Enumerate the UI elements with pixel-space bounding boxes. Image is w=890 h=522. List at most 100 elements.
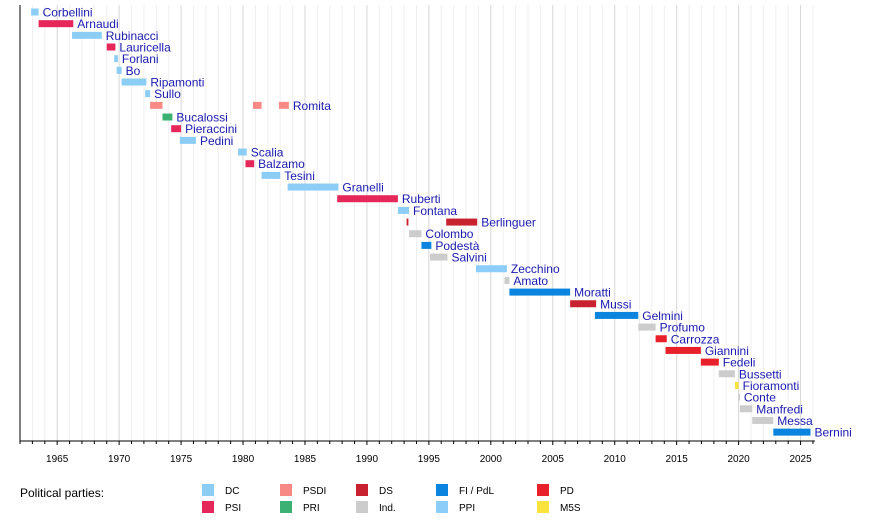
- term-bar: [509, 288, 571, 296]
- term-bar: [700, 358, 719, 366]
- legend-swatch: [537, 501, 549, 513]
- minister-label: Tesini: [284, 169, 315, 183]
- term-bar: [594, 311, 639, 319]
- x-tick-label: 1970: [108, 454, 131, 465]
- minister-label: Gelmini: [642, 309, 683, 323]
- x-tick-label: 2025: [789, 454, 812, 465]
- term-bar: [278, 101, 289, 109]
- minister-label: Salvini: [451, 251, 486, 265]
- term-bar: [72, 31, 102, 39]
- term-bar: [106, 43, 116, 51]
- x-tick-label: 2015: [666, 454, 689, 465]
- minister-label: Manfredi: [756, 402, 803, 416]
- term-bar: [739, 405, 753, 413]
- legend-label: PSDI: [303, 486, 326, 497]
- x-tick-label: 2020: [727, 454, 750, 465]
- legend-swatch: [356, 501, 368, 513]
- term-bar: [150, 101, 163, 109]
- minister-label: Fedeli: [723, 356, 756, 370]
- term-bar: [31, 8, 39, 16]
- term-bar: [121, 78, 147, 86]
- legend-label: PPI: [459, 503, 475, 514]
- minister-label: Fioramonti: [743, 379, 800, 393]
- term-bar: [116, 66, 122, 74]
- term-bar: [475, 265, 507, 273]
- term-bars: [31, 8, 811, 436]
- minister-label: Granelli: [342, 181, 383, 195]
- term-bar: [179, 136, 196, 144]
- term-bar: [665, 346, 701, 354]
- minister-label: Bernini: [814, 426, 851, 440]
- term-bar: [655, 335, 667, 343]
- term-bar: [238, 148, 247, 156]
- term-bar: [38, 20, 74, 28]
- term-bar: [397, 206, 410, 214]
- minister-label: Zecchino: [511, 262, 560, 276]
- term-bar: [430, 253, 448, 261]
- term-bar: [570, 300, 597, 308]
- minister-label: Romita: [293, 99, 331, 113]
- term-bar: [406, 218, 409, 226]
- term-bar: [718, 370, 735, 378]
- minister-label: Ruberti: [402, 192, 441, 206]
- legend-label: PD: [560, 486, 574, 497]
- minister-label: Podestà: [435, 239, 479, 253]
- minister-label: Fontana: [413, 204, 457, 218]
- minister-label: Balzamo: [258, 157, 305, 171]
- x-tick-label: 1990: [356, 454, 379, 465]
- legend-swatch: [537, 484, 549, 496]
- minister-label: Carrozza: [671, 332, 720, 346]
- term-bar: [162, 113, 173, 121]
- x-tick-label: 2010: [604, 454, 627, 465]
- term-bar: [114, 55, 118, 63]
- minister-label: Bucalossi: [176, 111, 227, 125]
- term-bar: [734, 381, 739, 389]
- minister-label: Pedini: [200, 134, 233, 148]
- minister-label: Forlani: [122, 52, 159, 66]
- term-bar: [409, 230, 422, 238]
- term-bar: [738, 393, 741, 401]
- minister-label: Profumo: [660, 321, 706, 335]
- minister-label: Corbellini: [43, 6, 93, 20]
- minister-label: Sullo: [154, 87, 181, 101]
- term-bar: [773, 428, 811, 436]
- minister-label: Mussi: [600, 297, 631, 311]
- legend-swatch: [436, 484, 448, 496]
- minister-label: Rubinacci: [106, 29, 159, 43]
- term-bar: [752, 416, 774, 424]
- legend-label: DS: [379, 486, 393, 497]
- x-tick-label: 2005: [542, 454, 565, 465]
- minister-label: Conte: [744, 391, 776, 405]
- minister-label: Lauricella: [119, 41, 171, 55]
- minister-label: Colombo: [425, 227, 473, 241]
- minister-label: Bo: [126, 64, 141, 78]
- legend-label: DC: [225, 486, 239, 497]
- legend-label: FI / PdL: [459, 486, 494, 497]
- minister-label: Scalia: [251, 146, 284, 160]
- minister-label: Messa: [777, 414, 813, 428]
- minister-label: Amato: [513, 274, 548, 288]
- legend-title: Political parties:: [20, 486, 104, 500]
- gridlines: [19, 5, 814, 441]
- legend-label: PSI: [225, 503, 241, 514]
- legend-swatch: [356, 484, 368, 496]
- term-bar: [252, 101, 262, 109]
- term-bar: [337, 195, 398, 203]
- legend-swatch: [202, 501, 214, 513]
- x-tick-label: 1995: [418, 454, 441, 465]
- x-axis: 1965 1970 1975 1980 1985 1990 1995 2000 2005 2010…: [19, 5, 815, 465]
- legend: Political parties: DC PSI PSDI PRI DS Ind. FI …: [20, 484, 581, 514]
- minister-label: Giannini: [705, 344, 749, 358]
- legend-swatch: [202, 484, 214, 496]
- minister-label: Berlinguer: [481, 216, 536, 230]
- term-bar: [287, 183, 339, 191]
- minister-label: Ripamonti: [150, 76, 204, 90]
- x-tick-label: 1975: [170, 454, 193, 465]
- term-bar: [245, 160, 255, 168]
- legend-swatch: [280, 501, 292, 513]
- term-bar: [446, 218, 478, 226]
- term-bar: [145, 90, 151, 98]
- x-tick-label: 2000: [480, 454, 503, 465]
- minister-labels: CorbelliniArnaudiRubinacciLauricellaForl…: [43, 6, 852, 440]
